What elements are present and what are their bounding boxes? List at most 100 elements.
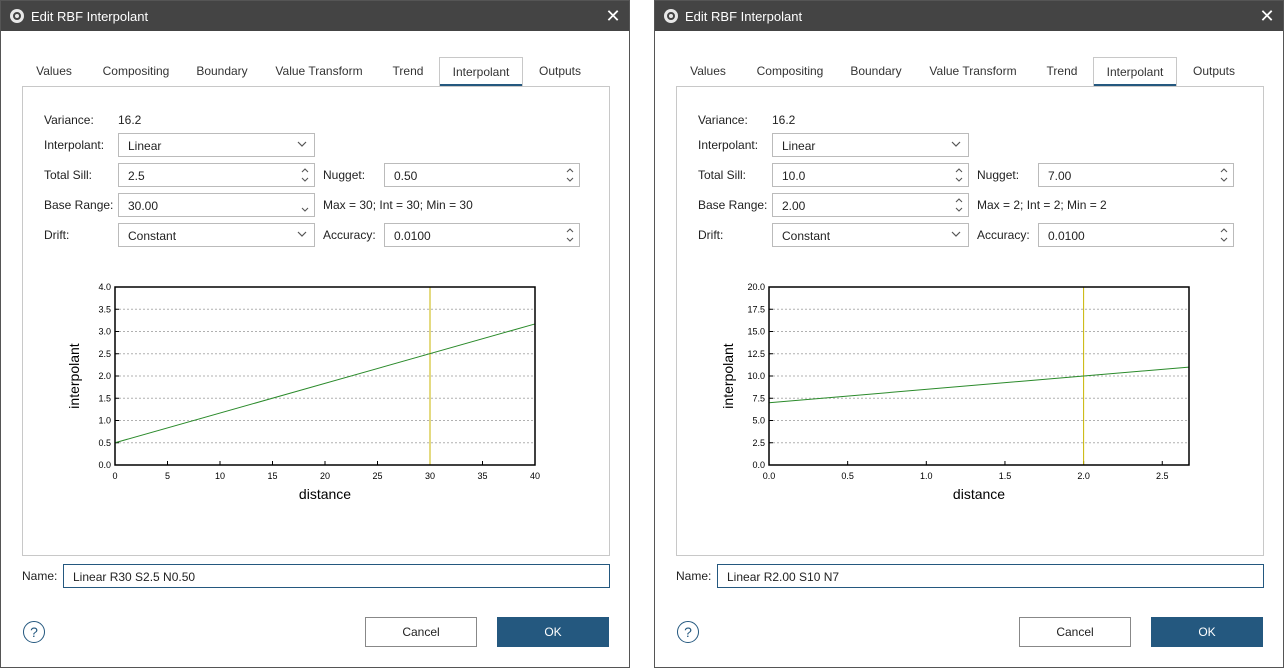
- y-axis-label: interpolant: [720, 343, 736, 408]
- interpolant-select[interactable]: Linear: [118, 133, 315, 157]
- tab-value-transform[interactable]: Value Transform: [275, 64, 363, 78]
- tab-outputs[interactable]: Outputs: [538, 64, 582, 78]
- tab-value-transform[interactable]: Value Transform: [929, 64, 1017, 78]
- y-tick-label: 7.5: [752, 393, 765, 403]
- title-bar: Edit RBF Interpolant ✕: [655, 1, 1283, 31]
- close-icon[interactable]: ✕: [605, 6, 621, 26]
- total-sill-label: Total Sill:: [44, 168, 93, 182]
- variogram-chart: 0.0 0.5 1.0 1.5 2.0 2.5 3.0 3.5 4.0 0 5 10 15 20 25 30 3…: [66, 282, 540, 502]
- x-tick-label: 1.5: [999, 471, 1012, 481]
- y-tick-label: 15.0: [747, 327, 765, 337]
- range-summary: Max = 2; Int = 2; Min = 2: [977, 198, 1107, 212]
- tab-values[interactable]: Values: [36, 64, 72, 78]
- tab-boundary[interactable]: Boundary: [196, 64, 248, 78]
- tab-trend[interactable]: Trend: [392, 64, 424, 78]
- accuracy-label: Accuracy:: [977, 228, 1030, 242]
- variance-value: 16.2: [118, 113, 142, 127]
- help-icon[interactable]: ?: [677, 621, 699, 643]
- drift-select[interactable]: Constant: [772, 223, 969, 247]
- interpolant-select-value: Linear: [782, 139, 816, 153]
- total-sill-value: 2.5: [128, 169, 145, 183]
- nugget-field[interactable]: 7.00: [1038, 163, 1234, 187]
- tab-interpolant[interactable]: Interpolant: [439, 57, 523, 87]
- spin-arrows-icon[interactable]: [565, 226, 575, 244]
- spin-arrows-icon[interactable]: [1219, 226, 1229, 244]
- drift-select-value: Constant: [128, 229, 177, 243]
- series-line: [114, 323, 536, 444]
- tab-compositing[interactable]: Compositing: [756, 64, 824, 78]
- name-input[interactable]: Linear R2.00 S10 N7: [717, 564, 1264, 588]
- tab-compositing[interactable]: Compositing: [102, 64, 170, 78]
- nugget-label: Nugget:: [323, 168, 366, 182]
- tab-interpolant[interactable]: Interpolant: [1093, 57, 1177, 87]
- x-tick-label: 5: [165, 471, 170, 481]
- ok-button[interactable]: OK: [497, 617, 609, 647]
- spin-arrows-icon[interactable]: [300, 166, 310, 184]
- window-title: Edit RBF Interpolant: [31, 9, 149, 24]
- spin-arrows-icon[interactable]: [954, 166, 964, 184]
- close-icon[interactable]: ✕: [1259, 6, 1275, 26]
- spin-arrows-icon[interactable]: [1219, 166, 1229, 184]
- plot-frame: [768, 286, 1190, 466]
- accuracy-value: 0.0100: [394, 229, 431, 243]
- accuracy-field[interactable]: 0.0100: [384, 223, 580, 247]
- cancel-button[interactable]: Cancel: [365, 617, 477, 647]
- y-tick-label: 5.0: [752, 416, 765, 426]
- y-tick-label: 10.0: [747, 371, 765, 381]
- spin-arrows-icon[interactable]: [954, 196, 964, 214]
- y-tick-label: 17.5: [747, 304, 765, 314]
- tab-outputs[interactable]: Outputs: [1192, 64, 1236, 78]
- name-input[interactable]: Linear R30 S2.5 N0.50: [63, 564, 610, 588]
- interpolant-panel: Variance: 16.2 Interpolant: Linear Total…: [676, 86, 1264, 556]
- window-title: Edit RBF Interpolant: [685, 9, 803, 24]
- interpolant-panel: Variance: 16.2 Interpolant: Linear Total…: [22, 86, 610, 556]
- x-tick-label: 25: [372, 471, 382, 481]
- chevron-down-icon: [297, 231, 307, 237]
- cancel-button[interactable]: Cancel: [1019, 617, 1131, 647]
- y-tick-label: 3.5: [98, 304, 111, 314]
- base-range-field[interactable]: 2.00: [772, 193, 969, 217]
- nugget-value: 7.00: [1048, 169, 1072, 183]
- app-icon: [664, 9, 678, 23]
- y-tick-label: 1.0: [98, 416, 111, 426]
- nugget-value: 0.50: [394, 169, 418, 183]
- y-tick-label: 20.0: [747, 282, 765, 292]
- x-tick-label: 30: [425, 471, 435, 481]
- plot-frame: [114, 286, 536, 466]
- base-range-value: 30.00: [128, 199, 159, 213]
- spin-arrows-icon[interactable]: [300, 196, 310, 214]
- spin-arrows-icon[interactable]: [565, 166, 575, 184]
- edit-rbf-dialog-right: Edit RBF Interpolant ✕ Values Compositin…: [654, 0, 1284, 668]
- app-icon: [10, 9, 24, 23]
- nugget-field[interactable]: 0.50: [384, 163, 580, 187]
- total-sill-field[interactable]: 2.5: [118, 163, 315, 187]
- x-tick-label: 20: [320, 471, 330, 481]
- total-sill-label: Total Sill:: [698, 168, 747, 182]
- ok-button[interactable]: OK: [1151, 617, 1263, 647]
- edit-rbf-dialog-left: Edit RBF Interpolant ✕ Values Compositin…: [0, 0, 630, 668]
- base-range-label: Base Range:: [698, 198, 768, 212]
- y-tick-label: 1.5: [98, 393, 111, 403]
- tab-values[interactable]: Values: [690, 64, 726, 78]
- interpolant-select[interactable]: Linear: [772, 133, 969, 157]
- total-sill-field[interactable]: 10.0: [772, 163, 969, 187]
- nugget-label: Nugget:: [977, 168, 1020, 182]
- drift-select[interactable]: Constant: [118, 223, 315, 247]
- x-tick-label: 0: [112, 471, 117, 481]
- tab-trend[interactable]: Trend: [1046, 64, 1078, 78]
- name-label: Name:: [676, 569, 712, 583]
- base-range-label: Base Range:: [44, 198, 114, 212]
- base-range-field[interactable]: 30.00: [118, 193, 315, 217]
- variogram-chart: 0.0 2.5 5.0 7.5 10.0 12.5 15.0 17.5 20.0 0.0 0.5 1.…: [720, 282, 1190, 502]
- accuracy-label: Accuracy:: [323, 228, 376, 242]
- y-tick-label: 0.5: [98, 438, 111, 448]
- accuracy-value: 0.0100: [1048, 229, 1085, 243]
- tab-boundary[interactable]: Boundary: [850, 64, 902, 78]
- drift-select-value: Constant: [782, 229, 831, 243]
- y-axis-label: interpolant: [66, 343, 82, 408]
- accuracy-field[interactable]: 0.0100: [1038, 223, 1234, 247]
- help-icon[interactable]: ?: [23, 621, 45, 643]
- interpolant-select-value: Linear: [128, 139, 162, 153]
- y-tick-label: 2.5: [752, 438, 765, 448]
- series-line: [768, 366, 1190, 404]
